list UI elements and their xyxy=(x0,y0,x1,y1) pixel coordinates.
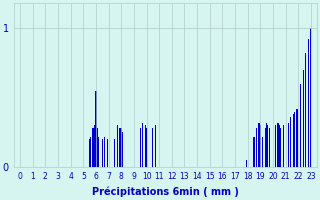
Bar xyxy=(266,123,267,167)
Bar xyxy=(294,112,295,167)
Bar xyxy=(94,125,95,167)
X-axis label: Précipitations 6min ( mm ): Précipitations 6min ( mm ) xyxy=(92,187,239,197)
Bar xyxy=(259,123,260,167)
Bar xyxy=(296,109,298,167)
Bar xyxy=(97,128,98,167)
Bar xyxy=(303,70,304,167)
Bar xyxy=(155,125,156,167)
Bar xyxy=(310,28,311,167)
Bar xyxy=(119,128,121,167)
Bar xyxy=(305,53,307,167)
Bar xyxy=(300,84,301,167)
Bar xyxy=(279,125,280,167)
Bar xyxy=(140,128,141,167)
Bar xyxy=(260,125,261,167)
Bar xyxy=(308,39,309,167)
Bar xyxy=(104,137,105,167)
Bar xyxy=(256,128,257,167)
Bar xyxy=(102,139,103,167)
Bar xyxy=(142,123,143,167)
Bar xyxy=(117,125,118,167)
Bar xyxy=(92,128,93,167)
Bar xyxy=(145,125,146,167)
Bar xyxy=(275,125,276,167)
Bar xyxy=(292,114,294,167)
Bar xyxy=(146,128,147,167)
Bar xyxy=(288,123,289,167)
Bar xyxy=(267,125,268,167)
Bar xyxy=(277,123,279,167)
Bar xyxy=(95,91,97,167)
Bar xyxy=(121,128,122,167)
Bar xyxy=(265,128,266,167)
Bar xyxy=(122,132,123,167)
Bar xyxy=(268,128,270,167)
Bar xyxy=(283,125,284,167)
Bar xyxy=(89,139,90,167)
Bar xyxy=(114,139,116,167)
Bar xyxy=(290,117,291,167)
Bar xyxy=(280,128,281,167)
Bar xyxy=(98,137,99,167)
Bar xyxy=(246,160,247,167)
Bar xyxy=(152,128,153,167)
Bar xyxy=(253,137,255,167)
Bar xyxy=(93,128,94,167)
Bar xyxy=(90,137,92,167)
Bar xyxy=(107,139,108,167)
Bar xyxy=(262,137,263,167)
